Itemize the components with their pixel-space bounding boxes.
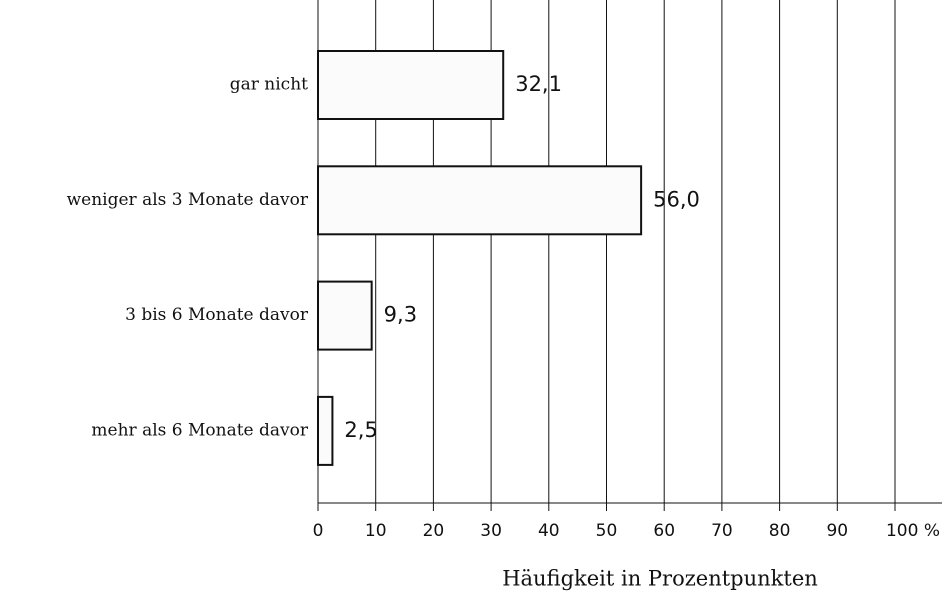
x-tick-label: 100 % <box>886 521 940 541</box>
x-tick-label: 20 <box>423 521 445 541</box>
bar <box>317 165 643 236</box>
y-tick-label: gar nicht <box>230 75 308 95</box>
x-tick-label: 70 <box>711 521 733 541</box>
x-tick-label: 80 <box>769 521 791 541</box>
y-tick-label: 3 bis 6 Monate davor <box>125 305 309 325</box>
value-label: 56,0 <box>653 187 700 211</box>
x-tick-label: 60 <box>653 521 675 541</box>
x-tick-label: 30 <box>480 521 502 541</box>
y-tick-label: weniger als 3 Monate davor <box>67 190 309 210</box>
x-tick-label: 0 <box>313 521 324 541</box>
bar <box>317 50 505 120</box>
value-label: 2,5 <box>344 418 377 442</box>
x-tick-label: 90 <box>826 521 848 541</box>
y-tick-label: mehr als 6 Monate davor <box>91 420 308 440</box>
x-tick-label: 10 <box>365 521 387 541</box>
value-label: 9,3 <box>384 303 417 327</box>
x-tick-label: 40 <box>538 521 560 541</box>
value-label: 32,1 <box>515 72 562 96</box>
bar <box>317 395 334 466</box>
bar <box>317 280 373 351</box>
x-axis-label: Häufigkeit in Prozentpunkten <box>502 567 818 591</box>
x-tick-label: 50 <box>596 521 618 541</box>
